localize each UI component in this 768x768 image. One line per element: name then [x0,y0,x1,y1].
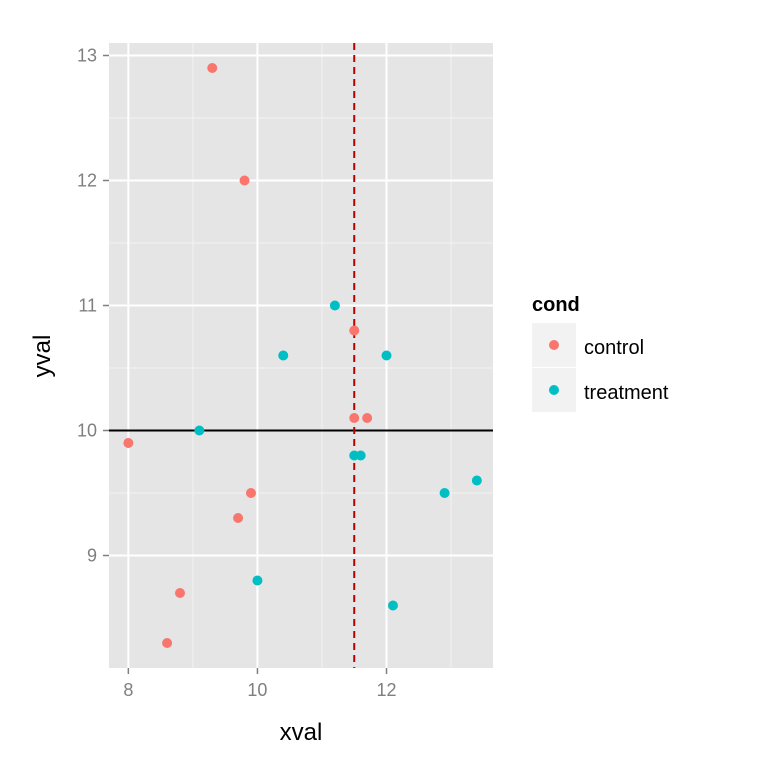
y-tick-label: 9 [87,546,97,566]
y-tick-label: 11 [78,296,97,316]
legend-marker-control [549,340,559,350]
data-point-treatment [329,300,340,311]
data-point-treatment [387,600,398,611]
data-point-control [207,63,218,73]
x-axis: 8 10 12 [123,668,397,700]
data-point-control [239,175,250,186]
data-point-treatment [278,350,289,361]
reference-lines [109,43,493,668]
data-point-treatment [194,425,205,436]
x-tick-label: 8 [123,680,133,700]
data-point-control [349,325,360,336]
y-tick-label: 10 [77,421,97,441]
minor-gridlines [109,43,493,668]
data-points [123,63,482,648]
plot-panel [109,43,493,668]
legend-title: cond [532,294,580,316]
data-point-control [362,413,373,423]
legend-label-treatment: treatment [584,382,669,404]
x-tick-label: 12 [376,680,396,700]
legend-label-control: control [584,337,644,359]
legend-item-treatment: treatment [532,368,669,412]
data-point-treatment [381,350,392,361]
x-axis-title: xval [280,719,323,746]
data-point-treatment [355,450,366,461]
x-tick-label: 10 [247,680,267,700]
data-point-control [162,638,173,648]
data-point-control [245,488,256,498]
legend-item-control: control [532,323,644,367]
data-point-treatment [252,575,263,586]
data-point-control [349,413,360,423]
y-tick-label: 12 [77,171,97,191]
data-point-treatment [471,475,482,486]
legend: cond control treatment [532,294,669,412]
data-point-treatment [439,488,450,498]
y-axis: 9 10 11 12 13 [77,46,109,566]
data-point-control [174,588,185,598]
data-point-control [123,438,134,448]
y-tick-label: 13 [77,46,97,66]
y-axis-title: yval [29,335,56,378]
legend-marker-treatment [549,385,559,395]
data-point-control [233,513,244,523]
